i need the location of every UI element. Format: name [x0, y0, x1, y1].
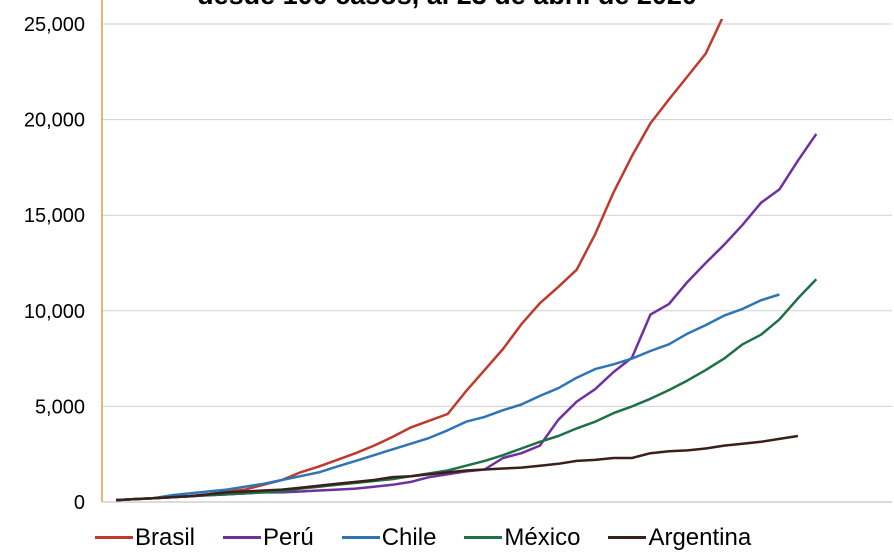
legend-label: Chile [381, 523, 437, 551]
y-tick-label: 25,000 [24, 14, 85, 36]
y-tick-label: 5,000 [35, 396, 85, 418]
y-tick-label: 15,000 [24, 205, 85, 227]
legend-item: Brasil [95, 524, 195, 552]
series-line-perú [115, 133, 818, 502]
legend-label: Argentina [648, 523, 752, 551]
y-tick-label: 10,000 [24, 301, 85, 323]
gridlines [102, 23, 892, 407]
series-line-méxico [115, 278, 818, 502]
chart-title: desde 100 casos, al 23 de abril de 2020 [0, 0, 894, 11]
series-line-argentina [115, 434, 799, 502]
series-lines [115, 19, 818, 502]
legend-item: México [464, 524, 580, 552]
legend-swatch [223, 536, 262, 539]
legend-swatch [464, 536, 503, 539]
legend-label: Brasil [135, 523, 196, 551]
legend-item: Chile [341, 523, 437, 552]
legend-item: Perú [223, 524, 314, 552]
y-axis: 0 5,000 10,000 15,000 20,000 25,000 [24, 0, 892, 514]
series-line-brasil [115, 19, 724, 502]
legend-swatch [608, 536, 647, 539]
y-tick-label: 0 [74, 492, 85, 514]
y-tick-label: 20,000 [24, 110, 85, 132]
legend-swatch [341, 536, 380, 539]
legend-swatch [95, 536, 133, 539]
series-line-chile [115, 293, 780, 502]
legend: Brasil Perú Chile México Argentina [95, 521, 751, 554]
legend-label: México [504, 523, 581, 551]
legend-item: Argentina [608, 524, 751, 552]
legend-label: Perú [263, 523, 314, 551]
